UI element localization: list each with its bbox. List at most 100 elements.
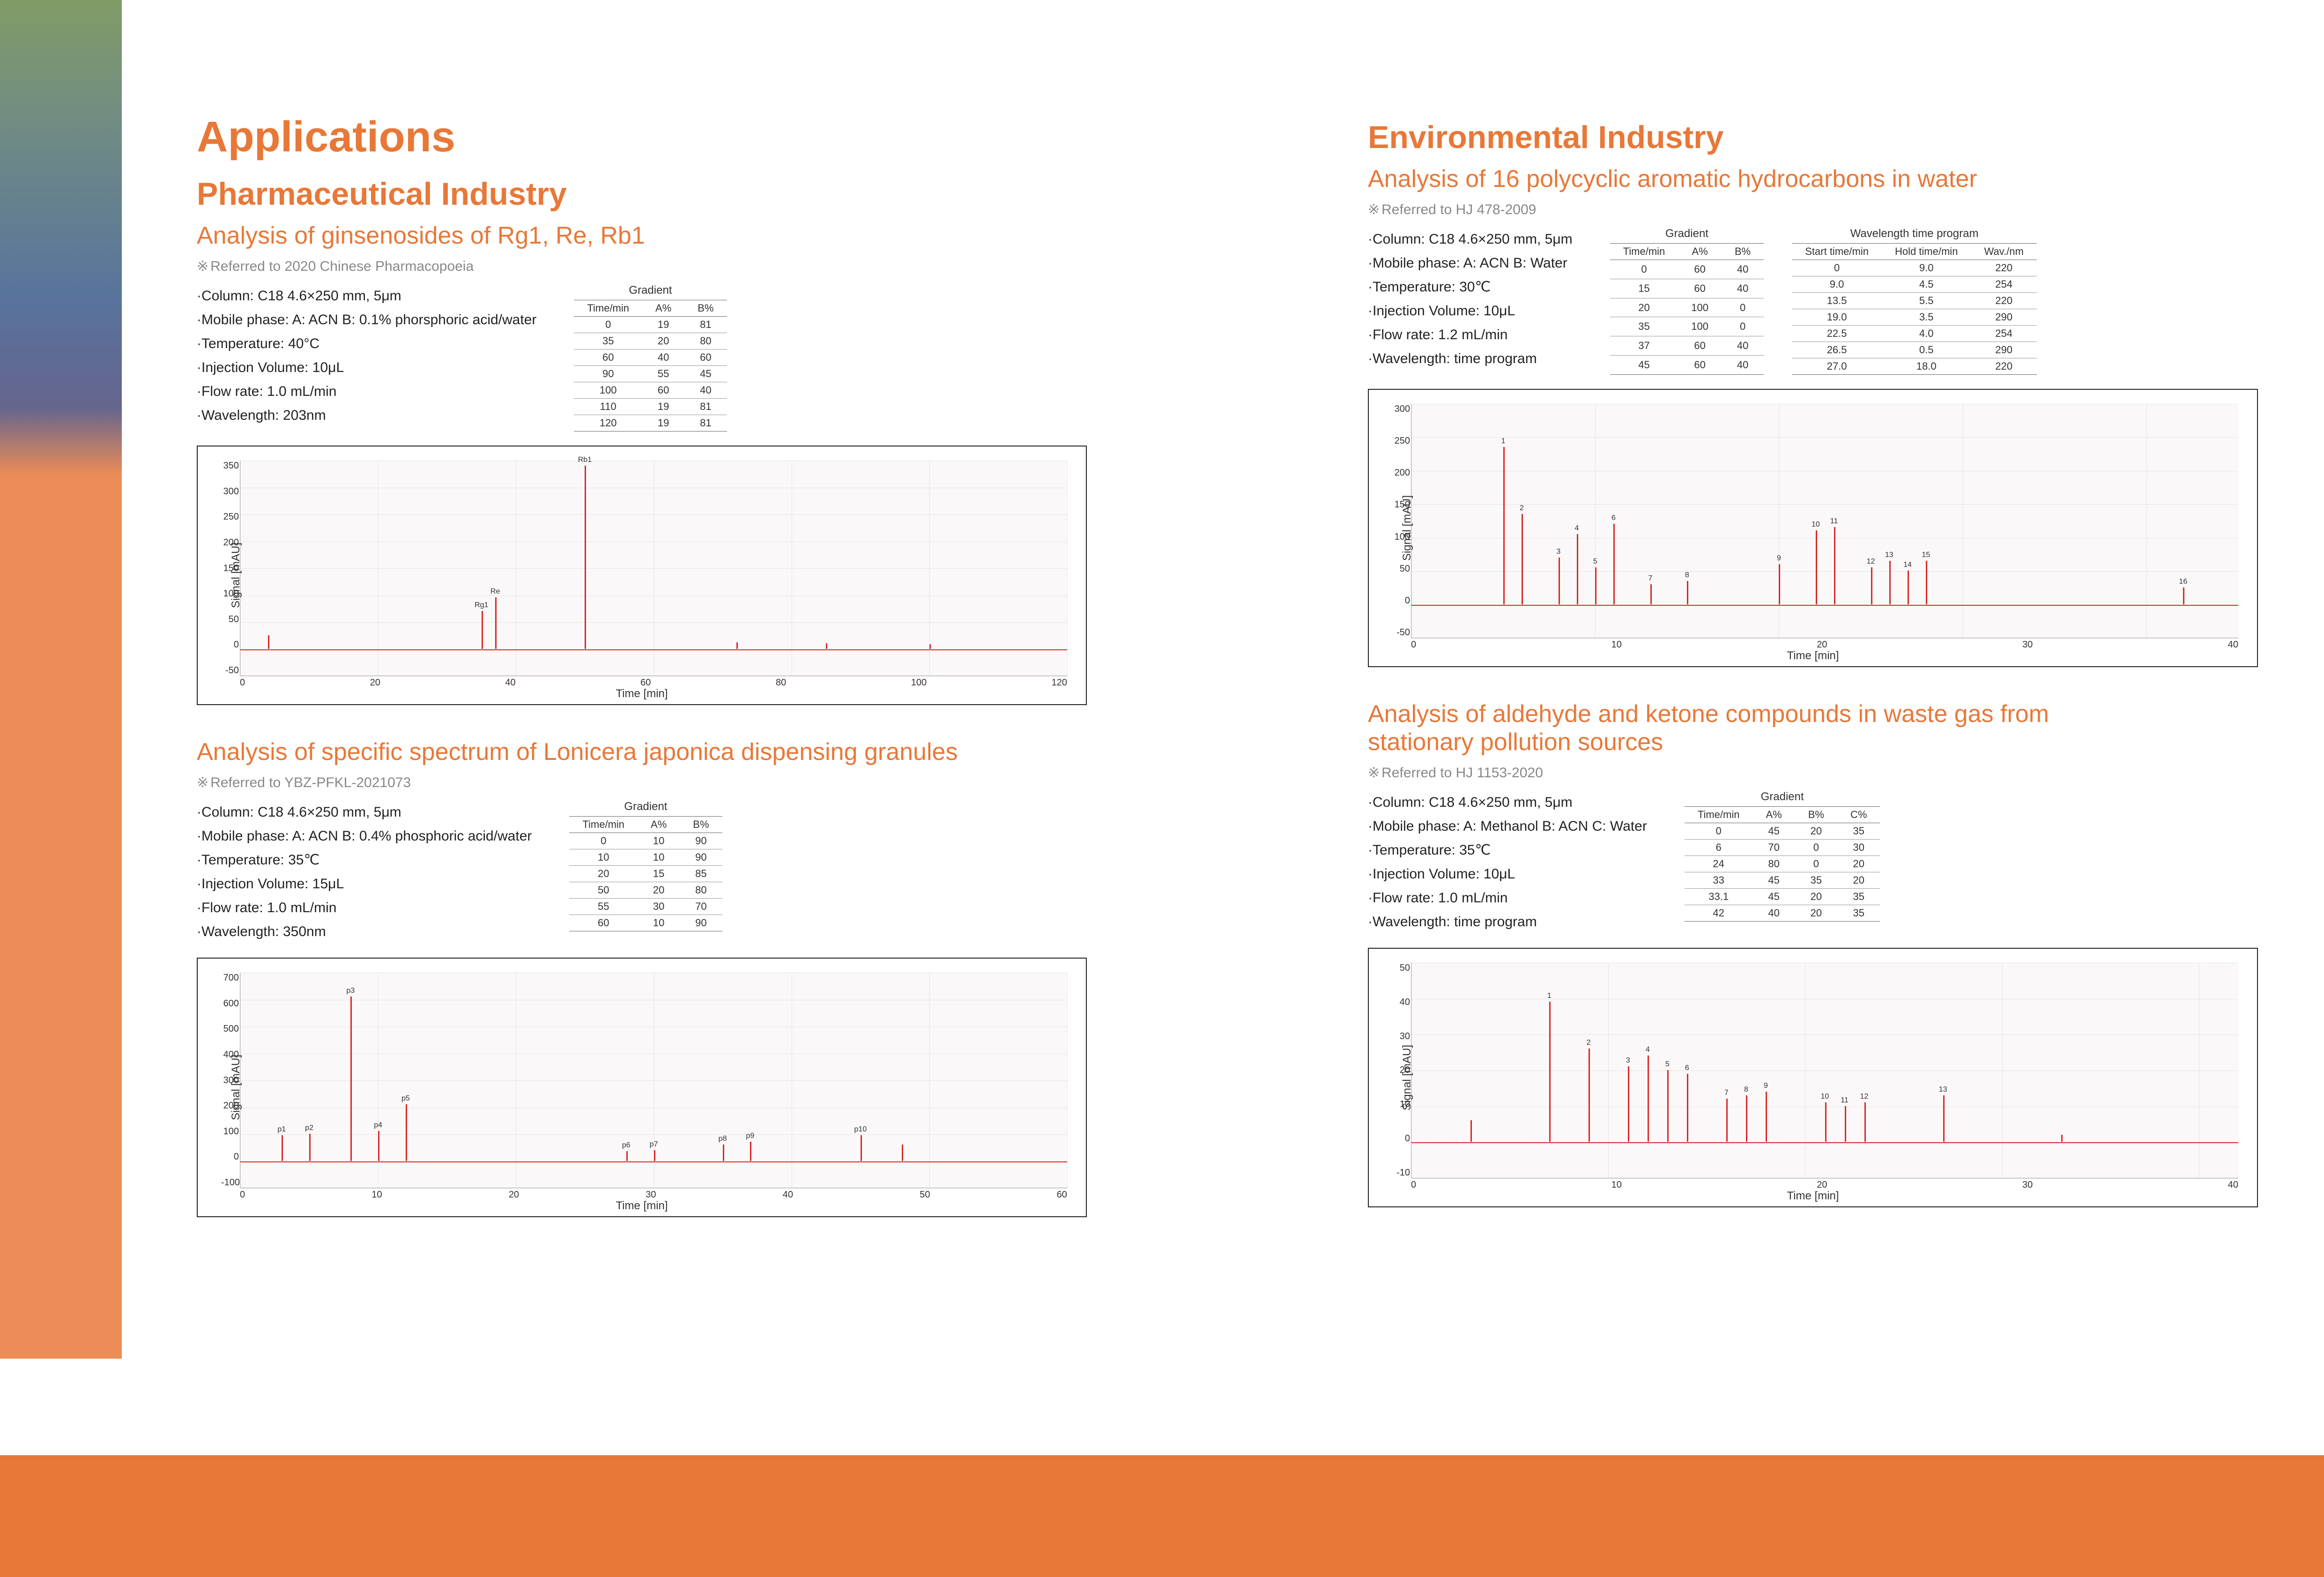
left-sec2-ref: Referred to YBZ-PFKL-2021073 [197, 774, 1087, 791]
param-line: Column: C18 4.6×250 mm, 5μm [1368, 227, 1573, 251]
y-ticks: -50050100150200250300 [1392, 404, 1410, 638]
table-header: Time/min [574, 300, 642, 317]
y-ticks: -1000100200300400500600700 [221, 973, 239, 1188]
bottom-orange-bar [0, 1455, 2324, 1577]
table-row: 352080 [574, 333, 727, 350]
peak-label: p3 [346, 987, 355, 995]
chromatogram-peak [902, 1145, 903, 1161]
param-line: Mobile phase: A: ACN B: 0.4% phosphoric … [197, 824, 532, 848]
param-line: Flow rate: 1.0 mL/min [1368, 886, 1647, 910]
table-header: A% [1678, 244, 1722, 260]
table-row: 06040 [1610, 260, 1764, 279]
x-ticks: 020406080100120 [240, 677, 1067, 688]
table-row: 376040 [1610, 336, 1764, 356]
chromatogram-peak [723, 1145, 724, 1161]
peak-label: 3 [1626, 1056, 1630, 1065]
table-row: 670030 [1685, 840, 1880, 856]
chromatogram-peak [1613, 524, 1615, 604]
chart-plot-area: 12345678910111213141516 [1411, 404, 2238, 638]
table-caption: Gradient [574, 284, 727, 300]
peak-label: 13 [1939, 1086, 1947, 1094]
left-sec1-ref: Referred to 2020 Chinese Pharmacopoeia [197, 258, 1087, 275]
chromatogram-peak [654, 1150, 655, 1161]
table-row: 01090 [569, 833, 722, 849]
main-title: Applications [197, 112, 1087, 162]
peak-label: 10 [1812, 521, 1820, 529]
chart-plot-area: Rg1ReRb1 [240, 461, 1067, 676]
chromatogram-peak [1595, 567, 1596, 604]
right-sec2-params: Column: C18 4.6×250 mm, 5μmMobile phase:… [1368, 790, 1647, 934]
right-heading: Environmental Industry [1368, 119, 2258, 156]
peak-label: 8 [1744, 1086, 1748, 1094]
param-line: Temperature: 35℃ [1368, 838, 1647, 862]
peak-label: Rg1 [475, 601, 488, 610]
table-header: Hold time/min [1882, 244, 1971, 260]
table-caption: Wavelength time program [1792, 227, 2037, 243]
chart-plot-area: p1p2p3p4p5p6p7p8p9p10 [240, 973, 1067, 1188]
peak-label: 15 [1922, 551, 1930, 559]
chromatogram-peak [1687, 581, 1688, 604]
peak-label: 5 [1665, 1060, 1670, 1069]
table-header: C% [1837, 807, 1880, 823]
peak-label: 8 [1685, 571, 1689, 580]
table-header: B% [1795, 807, 1837, 823]
left-section-1: Analysis of ginsenosides of Rg1, Re, Rb1… [197, 222, 1087, 705]
right-sec2-chart: 12345678910111213Signal [mAU]Time [min]-… [1368, 948, 2258, 1207]
param-line: Temperature: 40°C [197, 332, 536, 356]
param-line: Wavelength: time program [1368, 910, 1647, 934]
table-row: 42402035 [1685, 905, 1880, 922]
page-content: Applications Pharmaceutical Industry Ana… [197, 112, 2258, 1250]
chromatogram-peak [495, 597, 497, 648]
chromatogram-peak [750, 1142, 751, 1160]
y-ticks: -1001020304050 [1392, 963, 1410, 1178]
table-header: Wav./nm [1971, 244, 2036, 260]
chromatogram-peak [1667, 1070, 1669, 1142]
table-header: Time/min [569, 817, 638, 833]
chromatogram-peak [309, 1134, 311, 1161]
right-sec1-wavelength-table: Wavelength time programStart time/minHol… [1792, 227, 2037, 375]
peak-label: 3 [1556, 548, 1560, 556]
peak-label: 2 [1587, 1039, 1591, 1047]
x-axis-label: Time [min] [1787, 649, 1839, 662]
param-line: Column: C18 4.6×250 mm, 5μm [197, 284, 536, 308]
right-section-2: Analysis of aldehyde and ketone compound… [1368, 700, 2258, 1207]
table-header: A% [638, 817, 680, 833]
chromatogram-peak [1628, 1066, 1629, 1142]
peak-label: p10 [854, 1125, 867, 1134]
peak-label: 4 [1575, 524, 1579, 533]
peak-label: 1 [1501, 437, 1506, 446]
peak-label: 11 [1841, 1096, 1849, 1105]
table-header: B% [684, 300, 727, 317]
param-line: Mobile phase: A: Methanol B: ACN C: Wate… [1368, 814, 1647, 838]
table-row: 1201981 [574, 415, 727, 431]
param-line: Column: C18 4.6×250 mm, 5μm [1368, 790, 1647, 814]
left-sec1-title: Analysis of ginsenosides of Rg1, Re, Rb1 [197, 222, 1087, 250]
chromatogram-peak [482, 611, 483, 649]
right-sec2-title: Analysis of aldehyde and ketone compound… [1368, 700, 2117, 756]
table-row: 201585 [569, 866, 722, 882]
left-sec1-params: Column: C18 4.6×250 mm, 5μmMobile phase:… [197, 284, 536, 427]
x-ticks: 010203040 [1411, 1180, 2238, 1190]
param-line: Mobile phase: A: ACN B: Water [1368, 251, 1573, 275]
peak-label: 11 [1830, 517, 1838, 526]
table-row: 601090 [569, 915, 722, 931]
param-line: Mobile phase: A: ACN B: 0.1% phorsphoric… [197, 308, 536, 332]
table-row: 26.50.5290 [1792, 342, 2037, 358]
peak-label: 6 [1611, 514, 1616, 522]
right-sec2-gradient-table: GradientTime/minA%B%C%045203567003024800… [1685, 790, 1880, 922]
table-caption: Gradient [1685, 790, 1880, 806]
peak-label: p9 [746, 1132, 755, 1140]
table-row: 101090 [569, 849, 722, 866]
table-header: Time/min [1610, 244, 1678, 260]
param-line: Injection Volume: 15μL [197, 872, 532, 896]
table-caption: Gradient [569, 800, 722, 816]
chromatogram-peak [350, 997, 352, 1161]
table-row: 905545 [574, 366, 727, 382]
chromatogram-peak [929, 644, 931, 648]
table-row: 0452035 [1685, 823, 1880, 840]
table-header: Start time/min [1792, 244, 1882, 260]
table-row: 22.54.0254 [1792, 326, 2037, 342]
right-sec1-title: Analysis of 16 polycyclic aromatic hydro… [1368, 165, 2258, 193]
chromatogram-peak [1549, 1002, 1551, 1142]
peak-label: 1 [1547, 992, 1552, 1000]
